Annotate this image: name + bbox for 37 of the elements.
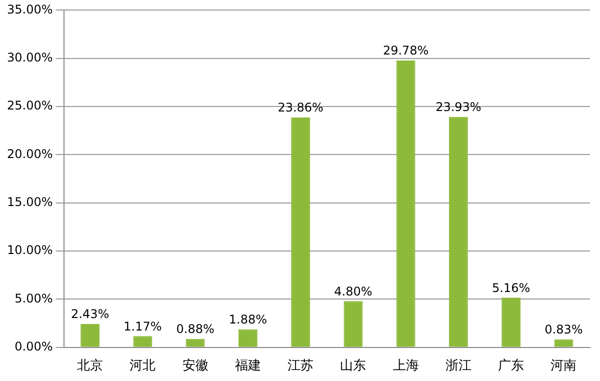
y-tick-label: 25.00% (6, 98, 53, 113)
data-label: 1.88% (228, 312, 268, 326)
data-label: 23.86% (278, 100, 324, 115)
bar (502, 298, 521, 347)
bar (80, 324, 100, 347)
y-tick-label: 15.00% (6, 195, 53, 210)
data-label: 5.16% (492, 280, 530, 295)
bar (554, 339, 574, 347)
x-tick-label: 广东 (498, 358, 524, 374)
y-tick-label: 10.00% (6, 243, 53, 258)
data-label: 2.43% (71, 307, 110, 322)
bar (448, 116, 468, 347)
x-tick-label: 浙江 (445, 358, 472, 374)
x-tick-label: 安徽 (182, 358, 208, 374)
y-tick-label: 20.00% (6, 146, 53, 161)
y-tick-label: 30.00% (6, 50, 53, 64)
data-label: 29.78% (382, 44, 429, 58)
data-label: 1.17% (124, 319, 162, 334)
data-label: 0.88% (176, 322, 214, 336)
bar (186, 338, 205, 347)
y-tick-label: 0.00% (14, 340, 53, 354)
x-tick-label: 河南 (550, 358, 577, 374)
data-label: 23.93% (436, 100, 482, 114)
x-tick-label: 山东 (340, 358, 366, 374)
x-tick-label: 福建 (234, 358, 261, 374)
bar (133, 336, 152, 347)
x-tick-label: 上海 (392, 358, 419, 374)
x-tick-label: 北京 (77, 358, 104, 374)
bar (396, 60, 416, 347)
x-tick-label: 江苏 (288, 358, 314, 374)
bar (291, 118, 310, 347)
data-label: 4.80% (334, 284, 372, 298)
y-tick-label: 5.00% (14, 291, 53, 306)
x-tick-label: 河北 (130, 358, 156, 374)
bar (344, 301, 363, 347)
data-label: 0.83% (544, 322, 583, 337)
y-tick-label: 35.00% (6, 2, 53, 16)
